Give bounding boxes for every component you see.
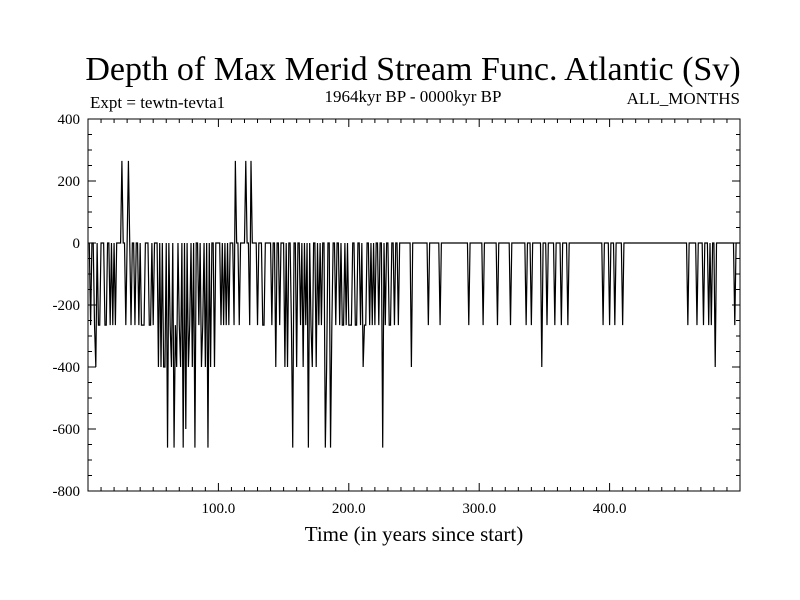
x-axis: 100.0 200.0 300.0 400.0: [100, 119, 728, 517]
y-tick-label: -200: [53, 298, 81, 314]
x-tick-label: 100.0: [202, 501, 236, 517]
x-axis-label: Time (in years since start): [305, 522, 524, 546]
y-tick-label: 400: [58, 112, 81, 128]
y-axis: 400 200 0 -200 -400 -600 -800: [53, 112, 740, 500]
y-tick-label: 200: [58, 174, 81, 190]
plot-frame: [87, 118, 741, 492]
period-label: 1964kyr BP - 0000kyr BP: [325, 87, 502, 106]
x-tick-label: 300.0: [462, 501, 496, 517]
y-tick-label: 0: [73, 236, 81, 252]
series-line: [88, 160, 740, 448]
y-tick-label: -600: [53, 422, 81, 438]
chart-title: Depth of Max Merid Stream Func. Atlantic…: [85, 51, 740, 88]
x-tick-label: 400.0: [593, 501, 627, 517]
x-tick-label: 200.0: [332, 501, 366, 517]
experiment-label: Expt = tewtn-tevta1: [90, 93, 225, 112]
y-tick-label: -400: [53, 360, 81, 376]
y-tick-label: -800: [53, 484, 81, 500]
months-label: ALL_MONTHS: [627, 89, 740, 108]
